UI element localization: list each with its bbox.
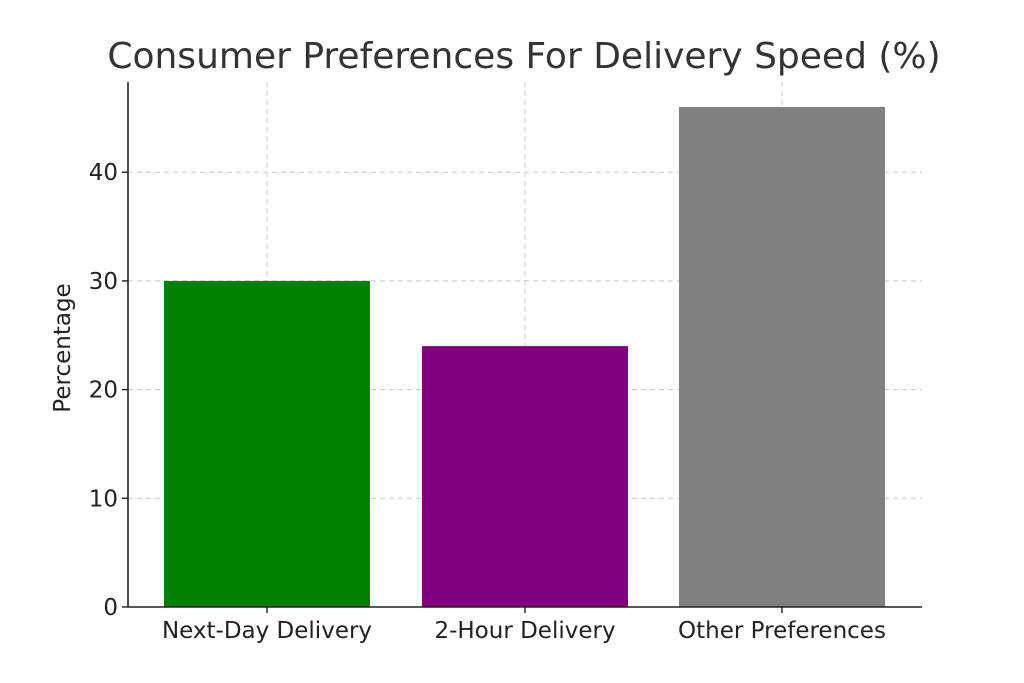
x-tick-label: Next-Day Delivery <box>162 618 372 644</box>
bar <box>164 280 370 607</box>
bar <box>422 346 628 607</box>
y-tick-label: 40 <box>89 160 118 186</box>
y-axis-label: Percentage <box>50 283 76 412</box>
bar <box>679 107 885 607</box>
tick-labels: 0 10 20 30 40 Next-Day Delivery 2-Hour Deliver… <box>89 160 886 644</box>
y-tick-label: 20 <box>89 378 118 404</box>
x-tick-label: Other Preferences <box>678 618 886 644</box>
y-tick-label: 30 <box>89 269 118 295</box>
y-tick-label: 0 <box>103 595 118 621</box>
chart-title: Consumer Preferences For Delivery Speed … <box>107 36 940 77</box>
axes <box>122 82 922 613</box>
y-tick-label: 10 <box>89 486 118 512</box>
bars <box>164 107 885 607</box>
x-tick-label: 2-Hour Delivery <box>434 618 615 644</box>
